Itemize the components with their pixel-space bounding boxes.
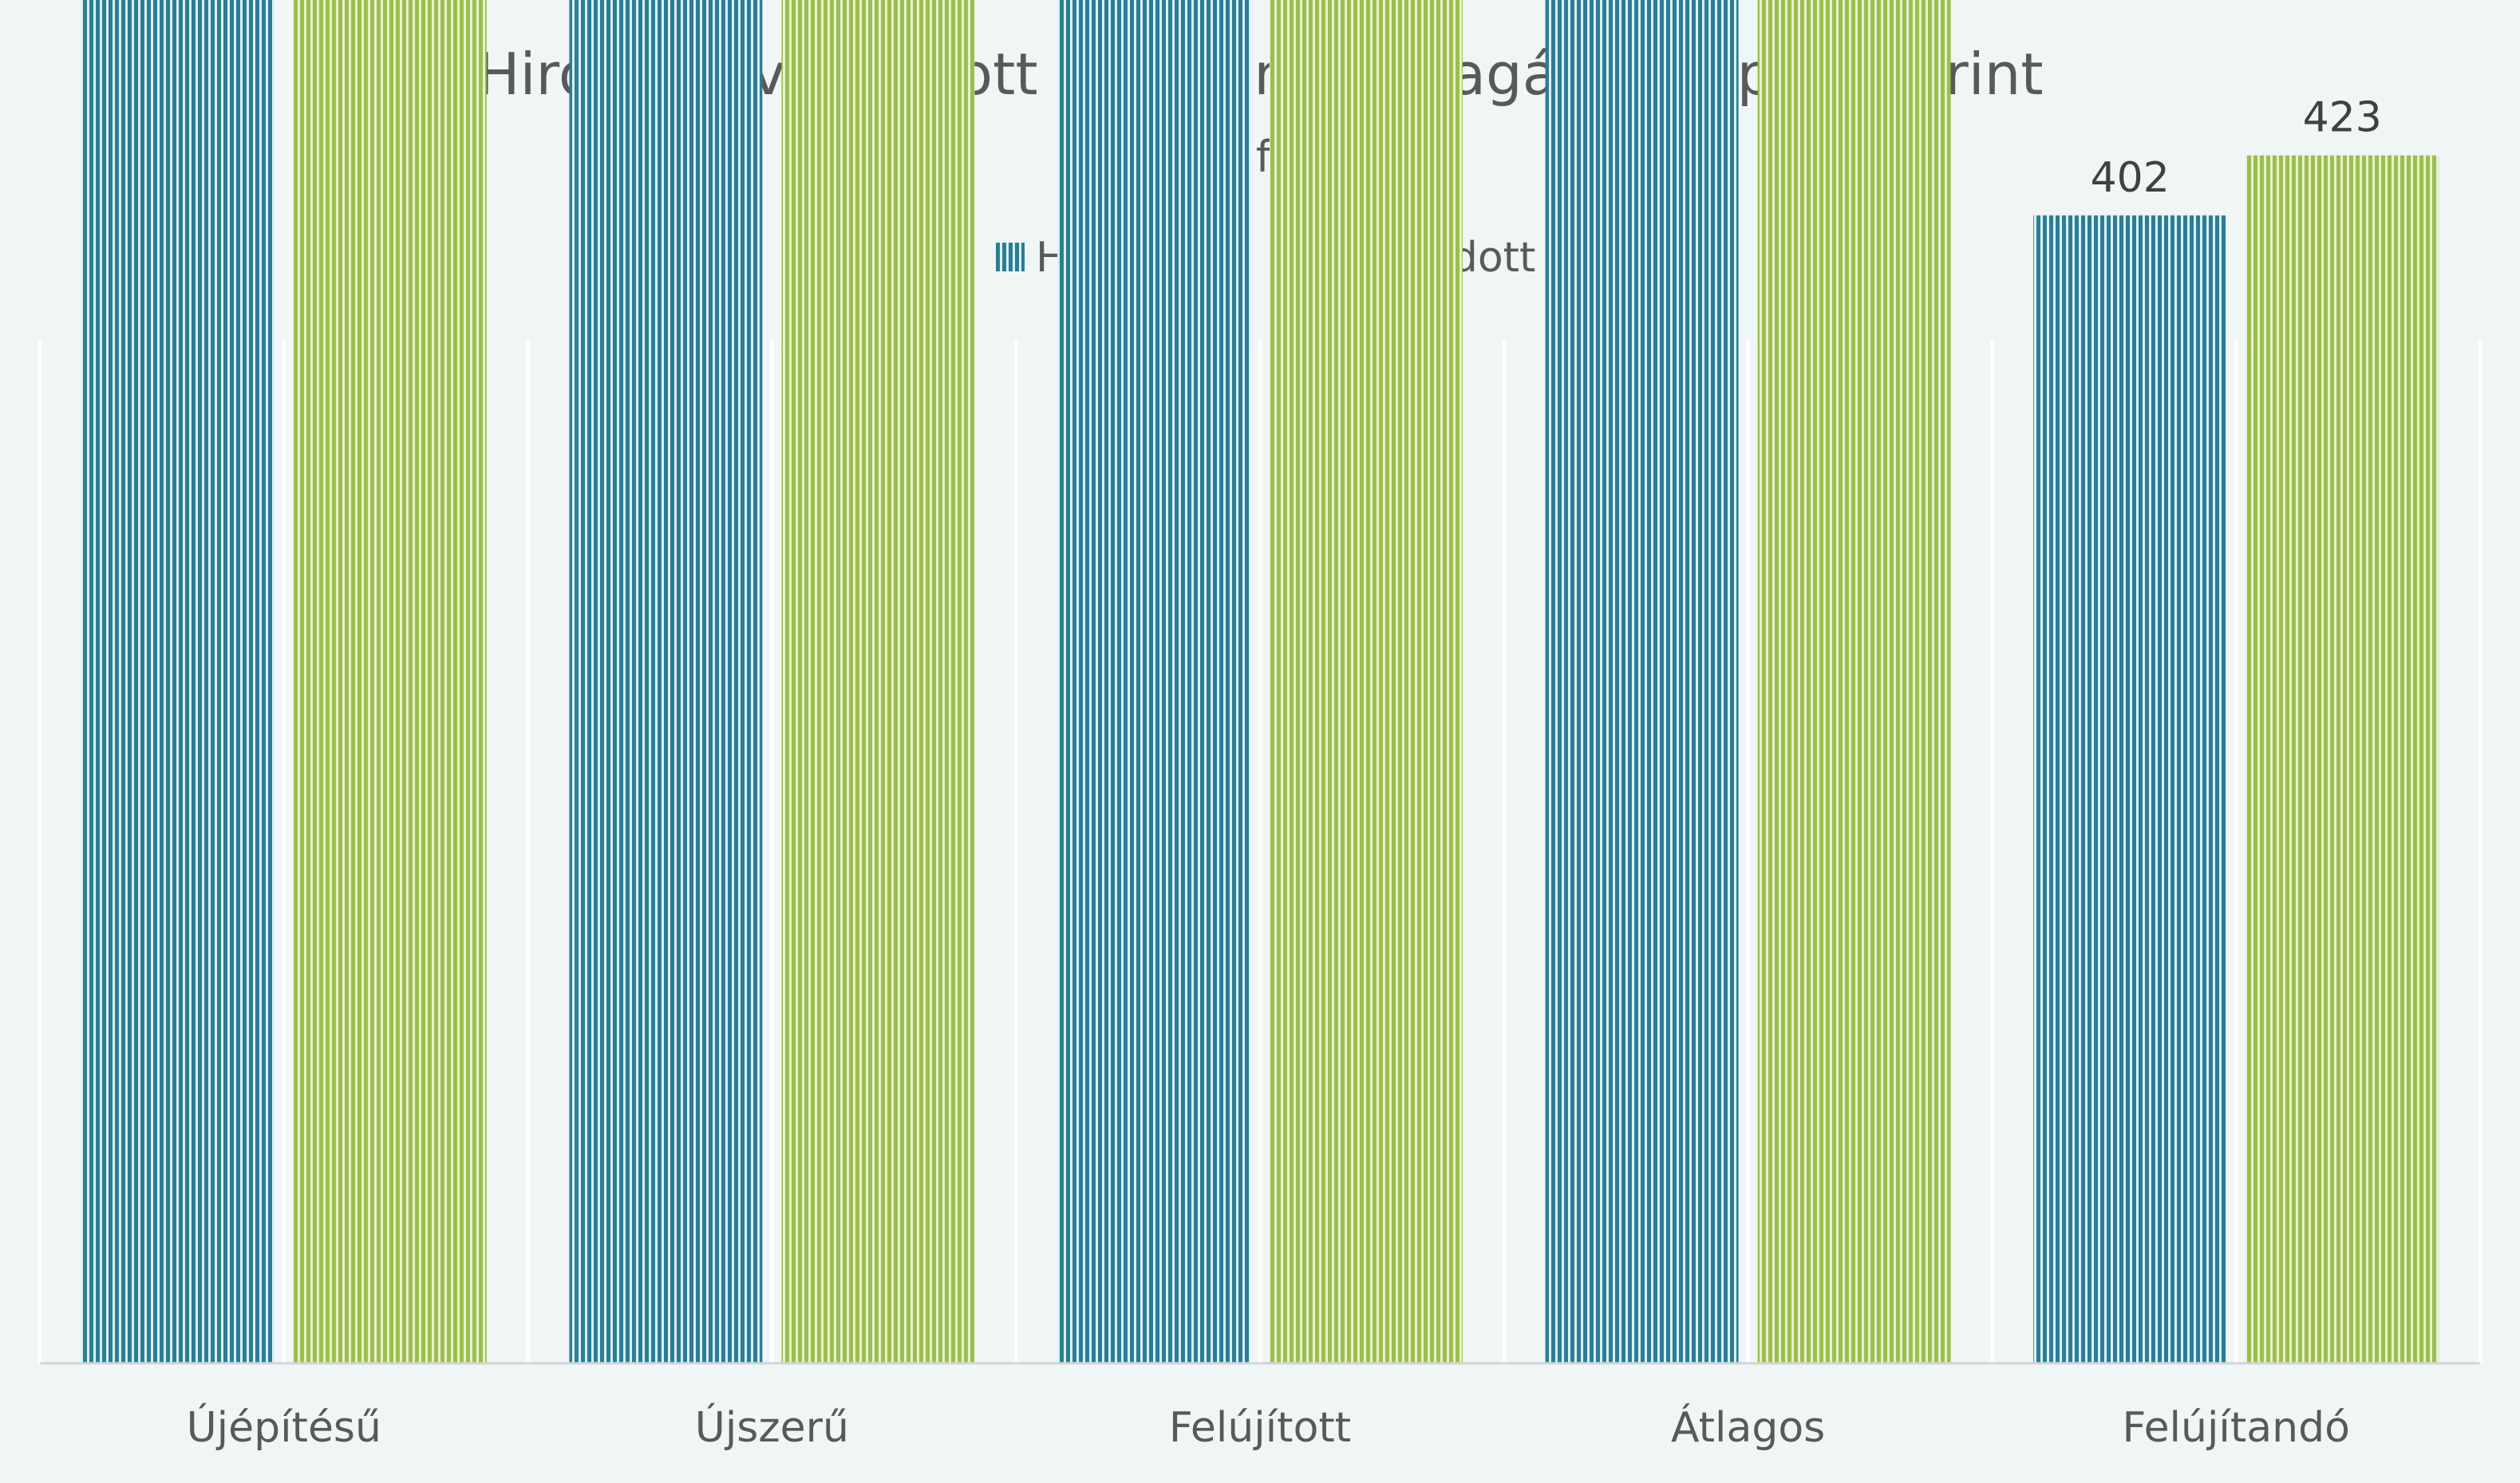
category-label-ujszeru: Újszerű xyxy=(695,1402,849,1452)
category-label-ujepitesu: Újépítésű xyxy=(187,1402,381,1452)
bar-hirdetett-ujepitesu xyxy=(81,0,275,1363)
category-label-atlagos: Átlagos xyxy=(1671,1403,1825,1452)
bar-q1-eladott-ujszeru xyxy=(781,0,975,1364)
legend-swatch-hirdetett xyxy=(996,243,1025,271)
bar-q1-eladott-felujitando xyxy=(2245,155,2439,1363)
bar-hirdetett-felujitott xyxy=(1057,0,1250,1363)
data-label-q1-eladott-felujitando: 423 xyxy=(2303,94,2382,142)
bars xyxy=(81,0,2439,1364)
bar-hirdetett-atlagos xyxy=(1545,0,1739,1364)
data-labels: 11781103903906871877624623402423 xyxy=(2091,94,2382,202)
bar-q1-eladott-felujitott xyxy=(1270,0,1463,1363)
category-label-felujitando: Felújítandó xyxy=(2123,1404,2350,1452)
bar-q1-eladott-ujepitesu xyxy=(293,0,487,1363)
data-label-hirdetett-felujitando: 402 xyxy=(2091,154,2170,202)
bar-q1-eladott-atlagos xyxy=(1757,0,1951,1363)
bar-hirdetett-felujitando xyxy=(2033,215,2227,1364)
category-label-felujitott: Felújított xyxy=(1169,1404,1351,1452)
bar-hirdetett-ujszeru xyxy=(569,0,763,1363)
category-labels: Újépítésű Újszerű Felújított Átlagos Felújít… xyxy=(187,1402,2350,1452)
gridlines xyxy=(38,339,2482,1363)
